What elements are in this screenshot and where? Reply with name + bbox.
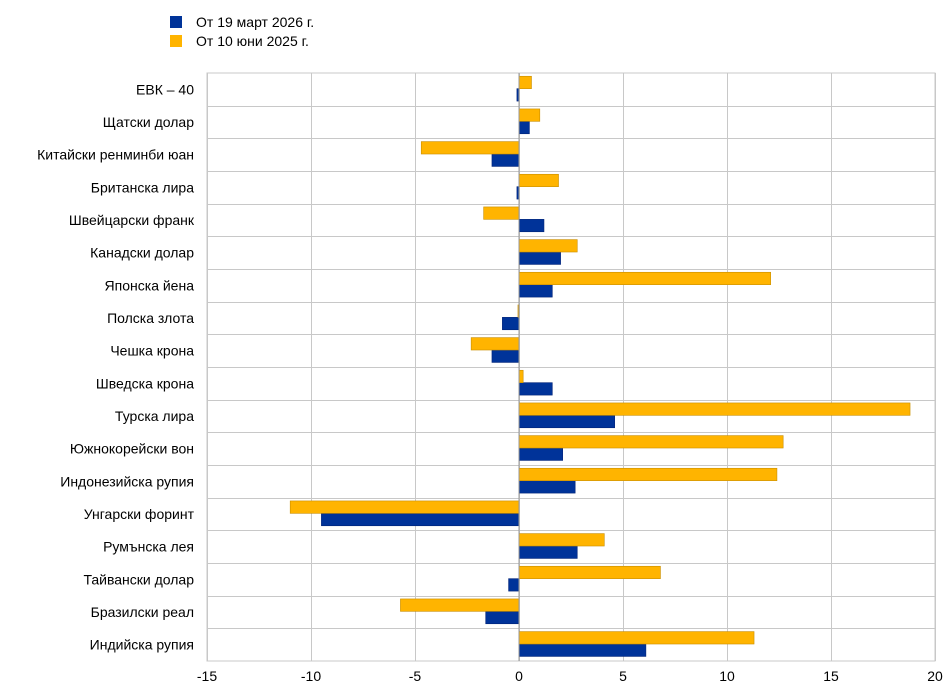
bar-series-1-16 xyxy=(400,598,520,612)
category-label-17: Индийска рупия xyxy=(90,637,194,653)
category-label-15: Тайвански долар xyxy=(83,571,194,587)
bar-series-1-0 xyxy=(518,75,532,89)
bar-series-1-4 xyxy=(483,206,520,220)
bar-series-1-3 xyxy=(518,173,559,187)
bar-series-0-16 xyxy=(485,611,520,625)
legend: От 19 март 2026 г. От 10 юни 2025 г. xyxy=(170,12,314,50)
bar-series-1-14 xyxy=(518,533,605,547)
bar-series-0-8 xyxy=(491,349,520,363)
category-label-4: Швейцарски франк xyxy=(69,212,195,228)
legend-swatch-series-0 xyxy=(170,15,182,28)
category-label-6: Японска йена xyxy=(105,277,195,293)
x-tick-label-7: 20 xyxy=(927,668,943,684)
bar-series-0-17 xyxy=(518,643,647,657)
bar-series-0-12 xyxy=(518,480,576,494)
bar-series-0-9 xyxy=(518,382,553,396)
bar-series-1-8 xyxy=(470,337,520,351)
category-label-12: Индонезийска рупия xyxy=(60,473,194,489)
category-label-9: Шведска крона xyxy=(96,375,194,391)
bar-series-1-10 xyxy=(518,402,911,416)
category-label-3: Британска лира xyxy=(91,179,194,195)
x-tick-label-5: 10 xyxy=(719,668,735,684)
category-label-14: Румънска лея xyxy=(103,539,194,555)
bar-series-0-6 xyxy=(518,284,553,298)
bar-series-0-5 xyxy=(518,251,561,265)
legend-label-series-1: От 10 юни 2025 г. xyxy=(196,32,309,49)
bar-series-0-15 xyxy=(508,578,520,592)
bar-series-1-17 xyxy=(518,631,755,645)
legend-item-series-1: От 10 юни 2025 г. xyxy=(170,31,314,50)
bar-series-0-7 xyxy=(502,317,520,331)
x-tick-label-3: 0 xyxy=(515,668,523,684)
category-label-11: Южнокорейски вон xyxy=(70,441,194,457)
category-label-10: Турска лира xyxy=(115,408,194,424)
x-tick-label-6: 15 xyxy=(823,668,839,684)
bar-series-1-12 xyxy=(518,467,778,481)
bar-series-0-1 xyxy=(518,121,530,135)
category-label-2: Китайски ренминби юан xyxy=(37,147,194,163)
bar-series-0-10 xyxy=(518,415,615,429)
bar-series-0-4 xyxy=(518,219,545,233)
bar-series-0-14 xyxy=(518,545,578,559)
bar-series-1-11 xyxy=(518,435,784,449)
x-tick-label-4: 5 xyxy=(619,668,627,684)
category-label-0: ЕВК – 40 xyxy=(136,81,194,97)
bar-series-1-1 xyxy=(518,108,541,122)
bar-series-0-2 xyxy=(491,153,520,167)
bar-series-1-13 xyxy=(289,500,520,514)
bar-series-0-13 xyxy=(321,513,520,527)
bar-series-1-9 xyxy=(518,369,524,383)
category-label-13: Унгарски форинт xyxy=(84,506,195,522)
bar-series-1-15 xyxy=(518,565,661,579)
category-label-1: Щатски долар xyxy=(103,114,194,130)
category-label-8: Чешка крона xyxy=(110,343,194,359)
legend-label-series-0: От 19 март 2026 г. xyxy=(196,13,315,30)
bar-series-1-5 xyxy=(518,239,578,253)
x-tick-label-2: -5 xyxy=(409,668,422,684)
category-label-5: Канадски долар xyxy=(90,245,194,261)
category-label-7: Полска злота xyxy=(107,310,194,326)
x-tick-label-1: -10 xyxy=(301,668,321,684)
bar-series-1-6 xyxy=(518,271,771,285)
category-label-16: Бразилски реал xyxy=(91,604,194,620)
legend-item-series-0: От 19 март 2026 г. xyxy=(170,12,314,31)
bar-series-1-2 xyxy=(420,141,520,155)
bar-series-0-11 xyxy=(518,447,563,461)
x-tick-label-0: -15 xyxy=(197,668,217,684)
legend-swatch-series-1 xyxy=(170,34,182,47)
